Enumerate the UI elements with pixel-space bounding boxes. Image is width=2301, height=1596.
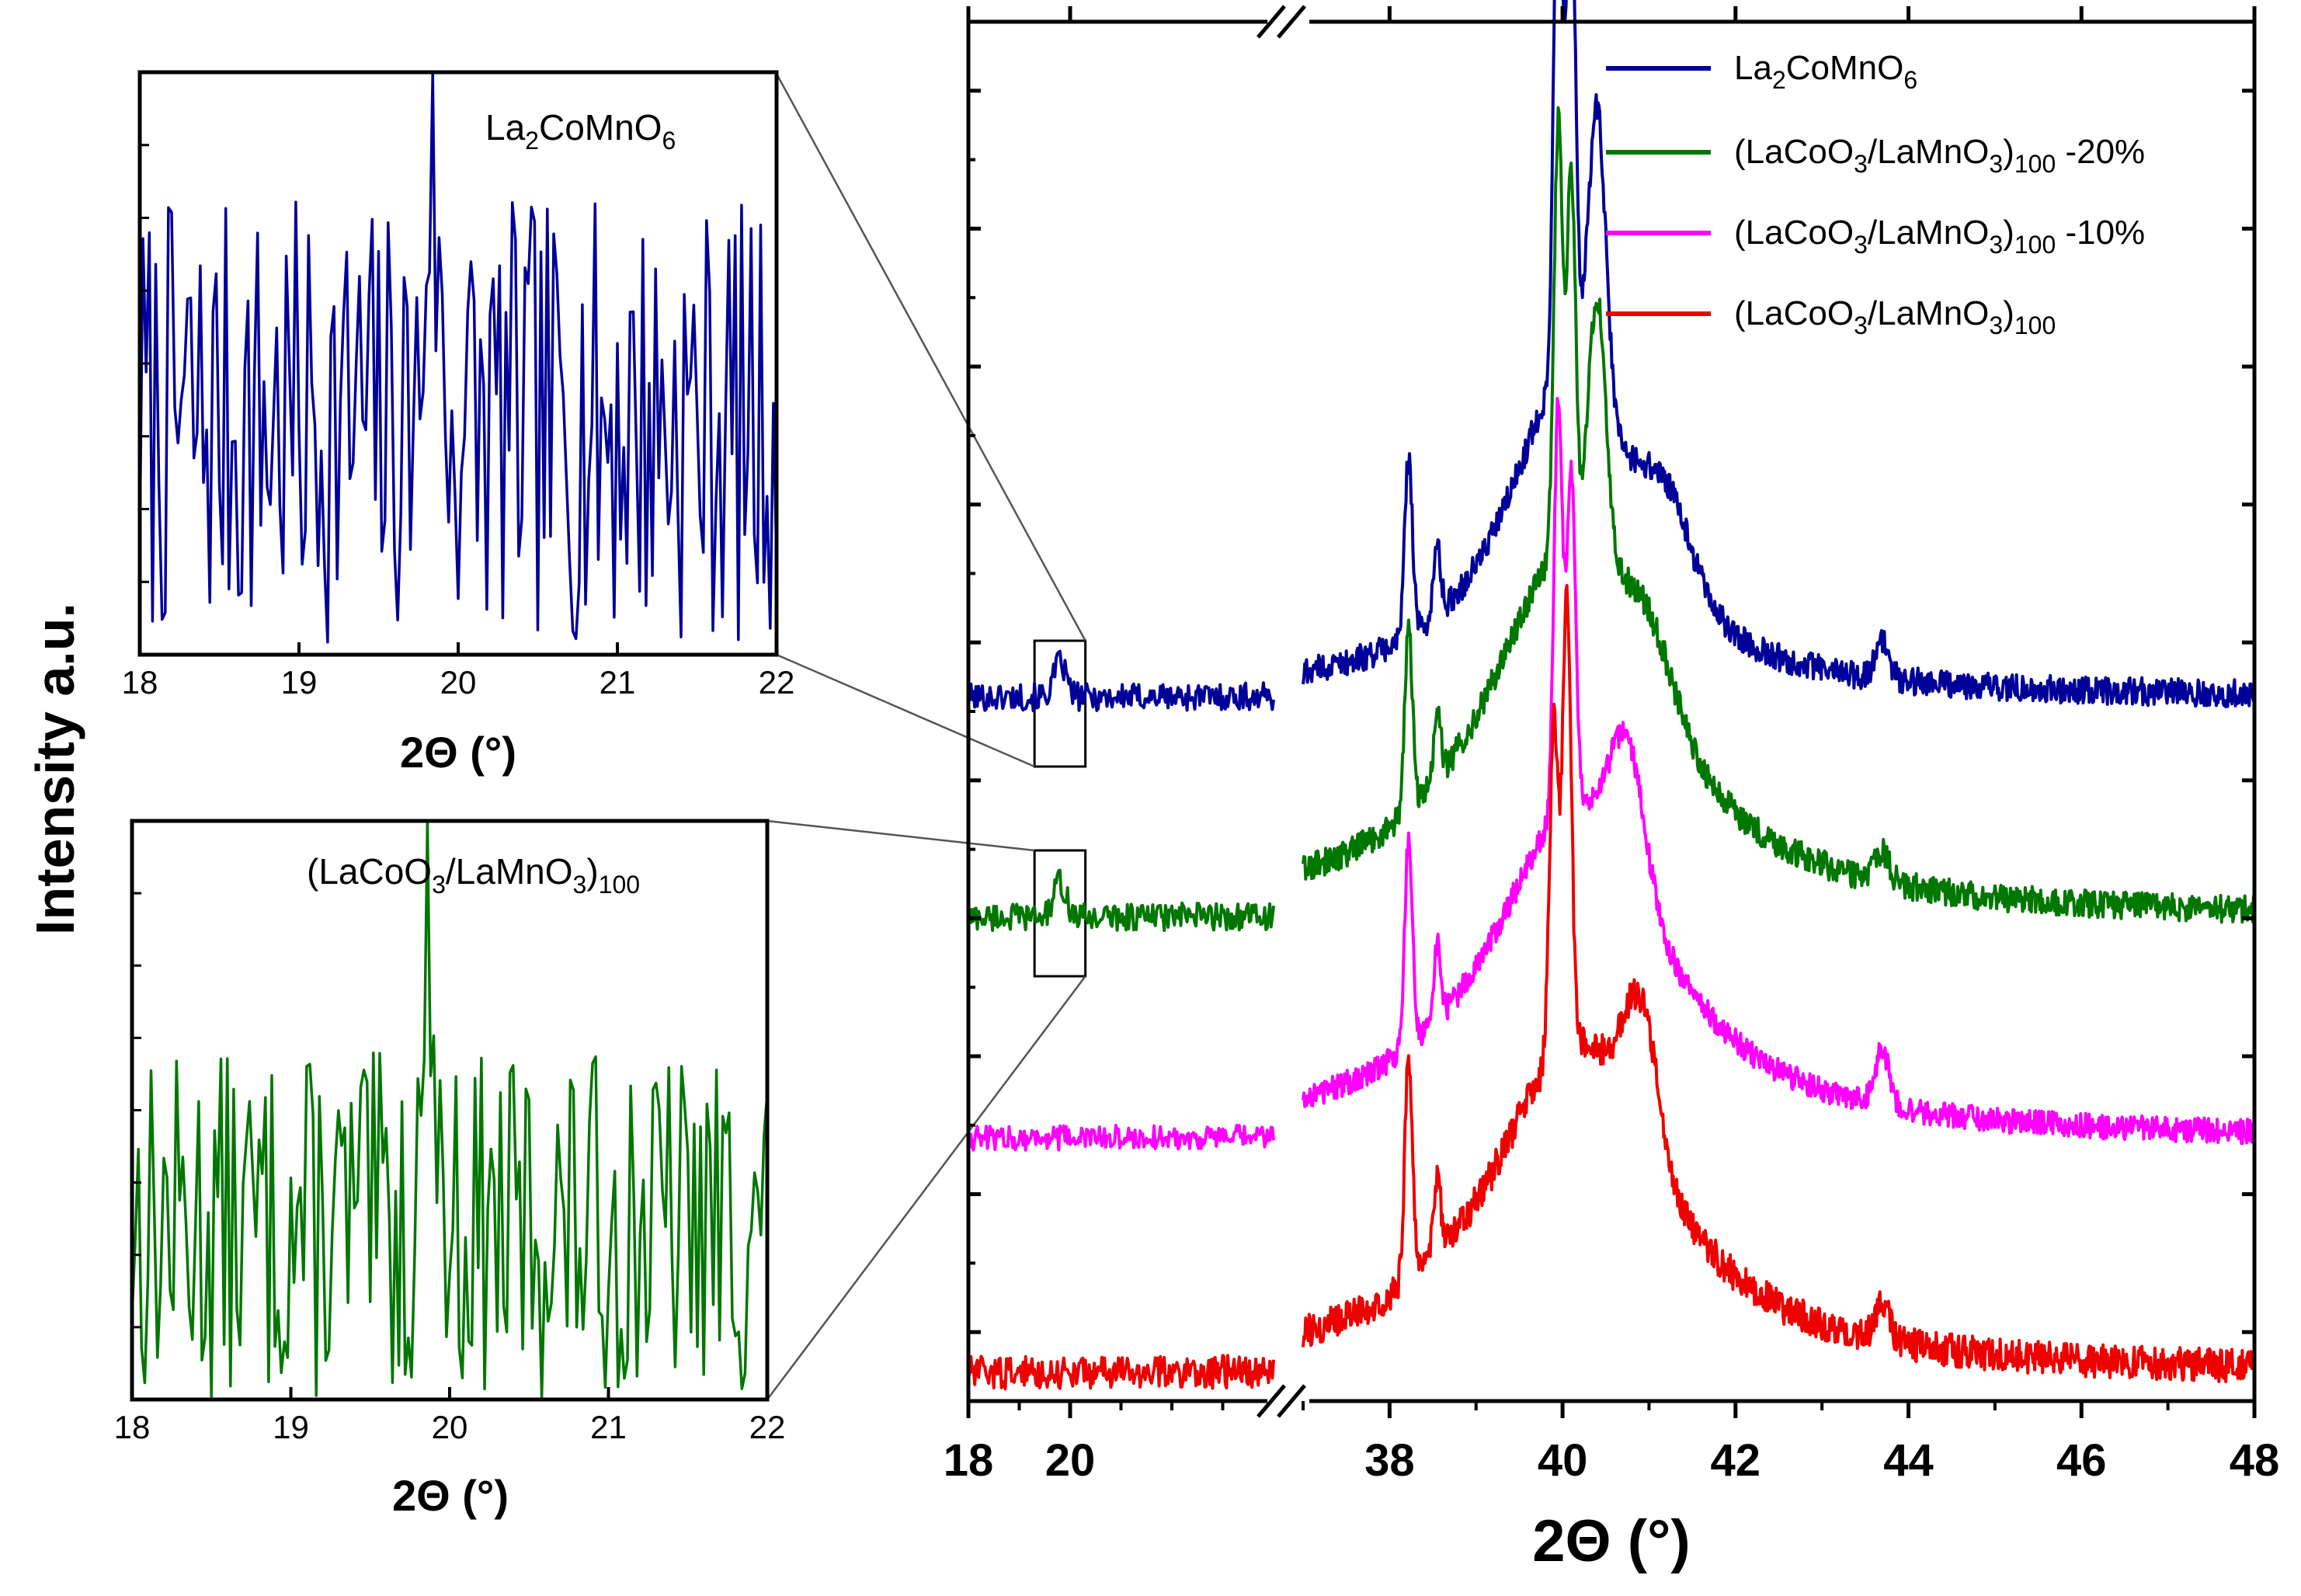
series-line (967, 868, 1275, 932)
inset-top-x-axis-label: 2Θ (°) (400, 728, 516, 777)
series-line (1302, 0, 2256, 708)
series-line (1302, 584, 2256, 1383)
break-mark-top (1277, 5, 1306, 39)
inset-bottom-ticks: 18 19 20 21 22 (114, 892, 786, 1445)
series-line (1302, 397, 2256, 1146)
axis-break-marks (1257, 5, 1309, 1418)
legend-label: La2CoMnO6 (1734, 49, 1917, 94)
x-tick-label: 42 (1711, 1435, 1761, 1486)
break-mark-top (1257, 5, 1286, 39)
inset-top-plot: 18 19 20 21 22 La2CoMnO6 2Θ (°) (122, 70, 795, 777)
x-tick-label: 38 (1364, 1435, 1415, 1486)
zoom-connector (775, 73, 1086, 642)
inset-series-line (138, 71, 778, 644)
inset-x-tick-label: 22 (759, 664, 795, 701)
series-line (967, 649, 1275, 713)
inset-x-tick-label: 22 (749, 1409, 786, 1445)
main-y-axis-label: Intensity a.u. (25, 603, 85, 935)
zoom-connector (766, 975, 1086, 1400)
break-mark-bottom (1277, 1384, 1306, 1418)
series-line (967, 1124, 1275, 1152)
legend-label: (LaCoO3/LaMnO3)100 -10% (1734, 214, 2145, 259)
inset-x-tick-label: 19 (273, 1409, 309, 1445)
inset-x-tick-label: 20 (440, 664, 477, 701)
inset-x-tick-label: 21 (600, 664, 636, 701)
x-tick-label: 44 (1883, 1435, 1934, 1486)
zoom-connector (766, 819, 1035, 852)
inset-bottom-series-label: (LaCoO3/LaMnO3)100 (307, 851, 640, 899)
inset-bottom-curve (130, 819, 769, 1399)
x-tick-label: 18 (944, 1435, 994, 1486)
inset-series-line (130, 819, 769, 1399)
main-x-axis-label: 2Θ (°) (1532, 1508, 1691, 1574)
break-mark-bottom (1257, 1384, 1286, 1418)
inset-bottom-plot: 18 19 20 21 22 (LaCoO3/LaMnO3)100 2Θ (°) (114, 819, 786, 1520)
main-curves (967, 0, 2256, 1391)
main-plot: 18 20 38 40 42 44 46 48 La2CoMnO6 (LaCoO3/LaMnO3… (25, 0, 2279, 1574)
inset-x-tick-label: 18 (114, 1409, 151, 1445)
x-tick-label: 40 (1538, 1435, 1588, 1486)
inset-x-tick-label: 21 (590, 1409, 627, 1445)
inset-x-tick-label: 20 (432, 1409, 468, 1445)
inset-x-tick-label: 18 (122, 664, 158, 701)
main-ticks: 18 20 38 40 42 44 46 48 (944, 6, 2280, 1486)
inset-top-ticks: 18 19 20 21 22 (122, 144, 795, 701)
x-tick-label: 20 (1045, 1435, 1096, 1486)
legend: La2CoMnO6 (LaCoO3/LaMnO3)100 -20% (LaCoO3/… (1606, 49, 2145, 339)
x-tick-label: 48 (2230, 1435, 2280, 1486)
x-tick-label: 46 (2056, 1435, 2107, 1486)
zoom-connectors (766, 73, 1087, 1400)
series-line (967, 1354, 1275, 1391)
legend-label: (LaCoO3/LaMnO3)100 -20% (1734, 133, 2145, 178)
inset-top-series-label: La2CoMnO6 (485, 107, 676, 155)
inset-bottom-x-axis-label: 2Θ (°) (392, 1471, 509, 1520)
inset-x-tick-label: 19 (281, 664, 318, 701)
zoom-connector (776, 653, 1035, 768)
legend-label: (LaCoO3/LaMnO3)100 (1734, 294, 2056, 339)
break-gap-bottom (1267, 1393, 1309, 1407)
inset-top-curve (138, 71, 778, 644)
series-line (1302, 106, 2256, 924)
